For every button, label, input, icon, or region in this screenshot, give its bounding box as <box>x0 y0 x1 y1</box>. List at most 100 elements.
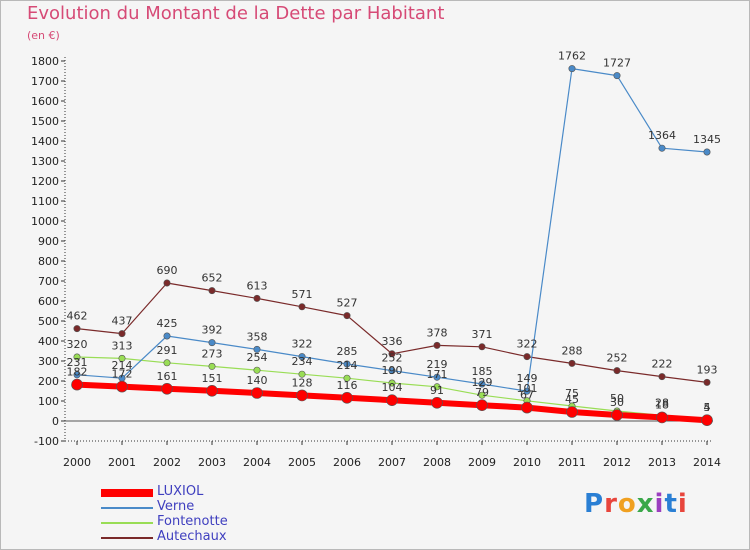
data-label: 1364 <box>648 129 676 142</box>
data-point <box>568 65 576 73</box>
data-point <box>478 343 486 351</box>
data-label: 285 <box>337 345 358 358</box>
data-point <box>343 360 351 368</box>
data-label: 652 <box>202 272 223 285</box>
x-tick-label: 2011 <box>558 456 586 469</box>
data-point <box>116 380 128 393</box>
data-point <box>73 371 81 379</box>
data-label: 214 <box>337 359 358 372</box>
data-point <box>253 366 261 374</box>
y-tick-label: 1600 <box>31 95 59 108</box>
data-label: 358 <box>247 330 268 343</box>
data-label: 171 <box>427 368 448 381</box>
data-point <box>296 389 308 402</box>
y-tick-label: 1700 <box>31 75 59 88</box>
data-point <box>566 406 578 418</box>
data-point <box>251 387 263 399</box>
y-tick-label: 1500 <box>31 115 59 128</box>
data-point <box>163 279 171 287</box>
data-label: 28 <box>655 396 669 409</box>
data-point <box>206 384 218 397</box>
data-label: 50 <box>610 392 624 405</box>
data-label: 190 <box>382 364 403 377</box>
y-tick-label: 400 <box>38 335 59 348</box>
data-point <box>613 367 621 375</box>
data-point <box>208 287 216 295</box>
data-label: 219 <box>427 358 448 371</box>
data-point <box>161 382 173 395</box>
data-label: 18 <box>655 398 669 411</box>
data-point <box>388 367 396 375</box>
y-tick-label: 800 <box>38 255 59 268</box>
legend-label: LUXIOL <box>157 484 204 499</box>
data-label: 193 <box>697 363 718 376</box>
y-tick-label: 900 <box>38 235 59 248</box>
data-label: 291 <box>157 344 178 357</box>
data-point <box>118 354 126 362</box>
data-point <box>433 383 441 391</box>
data-point <box>298 353 306 361</box>
data-point <box>253 345 261 353</box>
data-point <box>703 378 711 386</box>
data-label: 67 <box>520 389 534 402</box>
y-tick-label: 300 <box>38 355 59 368</box>
data-point <box>611 409 623 421</box>
y-tick-label: -100 <box>34 435 59 448</box>
data-label: 116 <box>337 379 358 392</box>
logo-letter: x <box>636 489 655 519</box>
x-tick-label: 2005 <box>288 456 316 469</box>
data-label: 151 <box>202 372 223 385</box>
chart-unit: (en €) <box>27 29 60 42</box>
data-label: 214 <box>112 359 133 372</box>
data-label: 104 <box>382 381 403 394</box>
legend-swatch <box>101 537 153 539</box>
data-point <box>298 303 306 311</box>
x-tick-label: 2009 <box>468 456 496 469</box>
data-label: 571 <box>292 288 313 301</box>
data-label: 690 <box>157 264 178 277</box>
data-point <box>73 325 81 333</box>
data-label: 320 <box>67 338 88 351</box>
data-label: 30 <box>610 396 624 409</box>
x-tick-label: 2010 <box>513 456 541 469</box>
data-label: 425 <box>157 317 178 330</box>
data-point <box>478 380 486 388</box>
x-tick-label: 2000 <box>63 456 91 469</box>
data-point <box>656 411 668 424</box>
data-point <box>658 144 666 152</box>
data-point <box>701 414 713 427</box>
y-tick-label: 200 <box>38 375 59 388</box>
data-label: 5 <box>704 401 711 414</box>
data-label: 1727 <box>603 57 631 70</box>
data-point <box>521 401 533 414</box>
data-point <box>208 339 216 347</box>
y-tick-label: 1100 <box>31 195 59 208</box>
data-label: 185 <box>472 365 493 378</box>
x-tick-label: 2014 <box>693 456 721 469</box>
data-label: 1345 <box>693 133 721 146</box>
data-point <box>433 341 441 349</box>
data-point <box>343 312 351 320</box>
data-point <box>118 330 126 338</box>
data-point <box>386 394 398 407</box>
data-point <box>523 353 531 361</box>
data-label: 378 <box>427 326 448 339</box>
data-point <box>163 359 171 367</box>
data-label: 254 <box>247 351 268 364</box>
data-point <box>703 148 711 156</box>
data-point <box>163 332 171 340</box>
data-label: 527 <box>337 297 358 310</box>
logo-letter: P <box>584 489 605 519</box>
data-label: 313 <box>112 339 133 352</box>
data-point <box>478 391 486 399</box>
data-label: 1762 <box>558 50 586 63</box>
x-tick-label: 2002 <box>153 456 181 469</box>
data-label: 231 <box>67 356 88 369</box>
y-tick-label: 1000 <box>31 215 59 228</box>
data-point <box>433 373 441 381</box>
data-point <box>73 353 81 361</box>
data-label: 371 <box>472 328 493 341</box>
x-tick-label: 2012 <box>603 456 631 469</box>
